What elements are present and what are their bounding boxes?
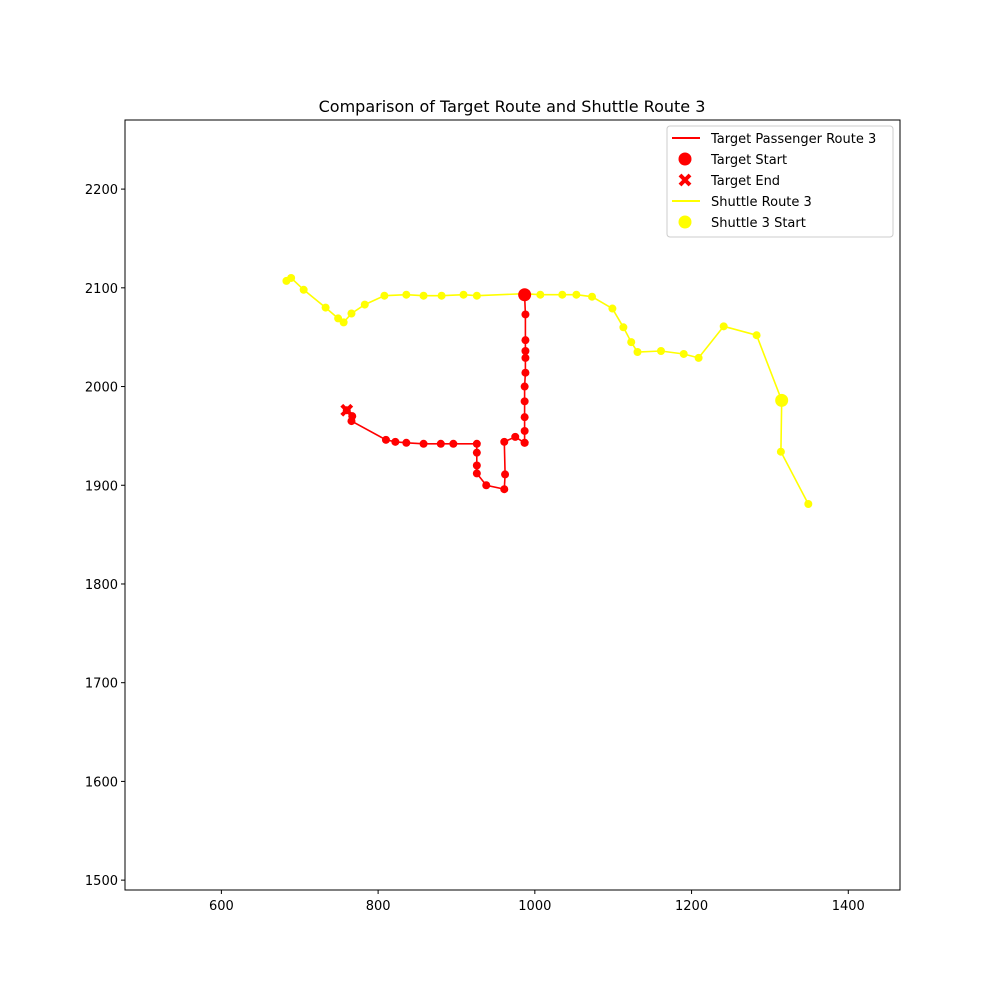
target-passenger-route-3-line bbox=[346, 294, 527, 491]
target-passenger-route-3-point bbox=[500, 437, 509, 446]
shuttle-route-3-point bbox=[536, 290, 545, 299]
target-passenger-route-3-point bbox=[402, 438, 411, 447]
target-passenger-route-3-point bbox=[511, 432, 520, 441]
target-passenger-route-3-point bbox=[521, 347, 530, 355]
y-tick-label: 2100 bbox=[85, 282, 118, 297]
shuttle-route-3-point bbox=[380, 291, 389, 300]
shuttle-route-3-point bbox=[402, 290, 411, 299]
shuttle-route-3-point bbox=[719, 322, 728, 331]
x-tick-label: 1200 bbox=[675, 899, 708, 914]
shuttle-route-3-point bbox=[679, 349, 688, 358]
x-tick-label: 800 bbox=[366, 899, 391, 914]
shuttle-route-3-point bbox=[360, 300, 369, 309]
target-passenger-route-3-point bbox=[520, 438, 529, 447]
x-tick-label: 600 bbox=[209, 899, 234, 914]
legend-x-swatch bbox=[678, 173, 692, 187]
y-tick-label: 2200 bbox=[85, 183, 118, 198]
target-passenger-route-3-point bbox=[501, 470, 510, 479]
shuttle-route-3-point bbox=[619, 323, 628, 332]
shuttle-route-3-point bbox=[608, 304, 617, 313]
target-passenger-route-3-point bbox=[520, 413, 529, 422]
y-tick-label: 2000 bbox=[85, 381, 118, 396]
legend: Target Passenger Route 3 Target Start Targ… bbox=[666, 125, 894, 238]
target-end-marker bbox=[340, 403, 354, 417]
shuttle-route-3-point bbox=[558, 290, 567, 299]
shuttle-route-3-point bbox=[633, 347, 642, 356]
target-passenger-route-3-point bbox=[521, 336, 530, 345]
x-tick-label: 1400 bbox=[832, 899, 865, 914]
shuttle-route-3-point bbox=[472, 291, 481, 300]
legend-circle-swatch bbox=[678, 215, 692, 229]
target-passenger-route-3-point bbox=[472, 439, 481, 448]
shuttle-route-3-point bbox=[459, 290, 468, 299]
plot-area bbox=[282, 273, 813, 509]
legend-box bbox=[666, 125, 894, 238]
shuttle-route-3-point bbox=[347, 309, 356, 318]
shuttle-start-marker bbox=[775, 393, 789, 407]
target-passenger-route-3-point bbox=[436, 439, 445, 448]
target-passenger-route-3-point bbox=[449, 439, 458, 448]
shuttle-route-3-point bbox=[804, 500, 813, 509]
target-passenger-route-3-point bbox=[500, 485, 509, 494]
target-passenger-route-3-point bbox=[521, 310, 530, 319]
target-passenger-route-3-point bbox=[520, 426, 529, 435]
target-passenger-route-3-point bbox=[521, 368, 530, 377]
target-passenger-route-3-point bbox=[520, 382, 529, 391]
y-tick-label: 1500 bbox=[85, 874, 118, 889]
legend-label: Target Passenger Route 3 bbox=[710, 132, 876, 147]
chart-title: Comparison of Target Route and Shuttle R… bbox=[319, 97, 706, 116]
y-tick-label: 1700 bbox=[85, 677, 118, 692]
target-passenger-route-3-point bbox=[521, 353, 530, 362]
shuttle-route-3-point bbox=[299, 285, 308, 294]
legend-circle-swatch bbox=[678, 152, 692, 166]
target-passenger-route-3-point bbox=[391, 437, 400, 446]
legend-label: Target End bbox=[710, 174, 780, 189]
shuttle-route-3-line bbox=[285, 276, 810, 505]
shuttle-route-3-point bbox=[694, 353, 703, 362]
legend-label: Target Start bbox=[710, 153, 787, 168]
shuttle-route-3-point bbox=[656, 347, 665, 355]
shuttle-route-3-point bbox=[588, 292, 597, 301]
target-passenger-route-3-point bbox=[520, 397, 529, 406]
y-tick-label: 1600 bbox=[85, 775, 118, 790]
axis-ticks: 600 800 1000 1200 1400 1500 1600 1700 1800 1900 20… bbox=[85, 183, 865, 914]
target-start-marker bbox=[518, 288, 532, 302]
target-passenger-route-3-point bbox=[381, 435, 390, 444]
shuttle-route-3-point bbox=[776, 447, 785, 456]
shuttle-route-3-point bbox=[287, 273, 296, 282]
target-passenger-route-3-point bbox=[472, 469, 481, 478]
shuttle-route-3-point bbox=[419, 291, 428, 300]
target-passenger-route-3-point bbox=[472, 448, 481, 457]
shuttle-route-3-point bbox=[437, 291, 446, 300]
x-tick-label: 1000 bbox=[518, 899, 551, 914]
target-passenger-route-3-point bbox=[472, 461, 481, 470]
legend-label: Shuttle Route 3 bbox=[711, 195, 812, 210]
shuttle-route-3-point bbox=[572, 290, 581, 299]
shuttle-route-3-point bbox=[752, 331, 761, 340]
shuttle-route-3-point bbox=[627, 338, 636, 347]
legend-label: Shuttle 3 Start bbox=[711, 216, 806, 231]
y-tick-label: 1800 bbox=[85, 578, 118, 593]
y-tick-label: 1900 bbox=[85, 479, 118, 494]
target-passenger-route-3-point bbox=[419, 439, 428, 448]
shuttle-route-3-point bbox=[321, 303, 330, 312]
shuttle-route-3-point bbox=[339, 318, 348, 327]
target-passenger-route-3-point bbox=[482, 481, 491, 490]
axes-frame bbox=[124, 119, 901, 891]
